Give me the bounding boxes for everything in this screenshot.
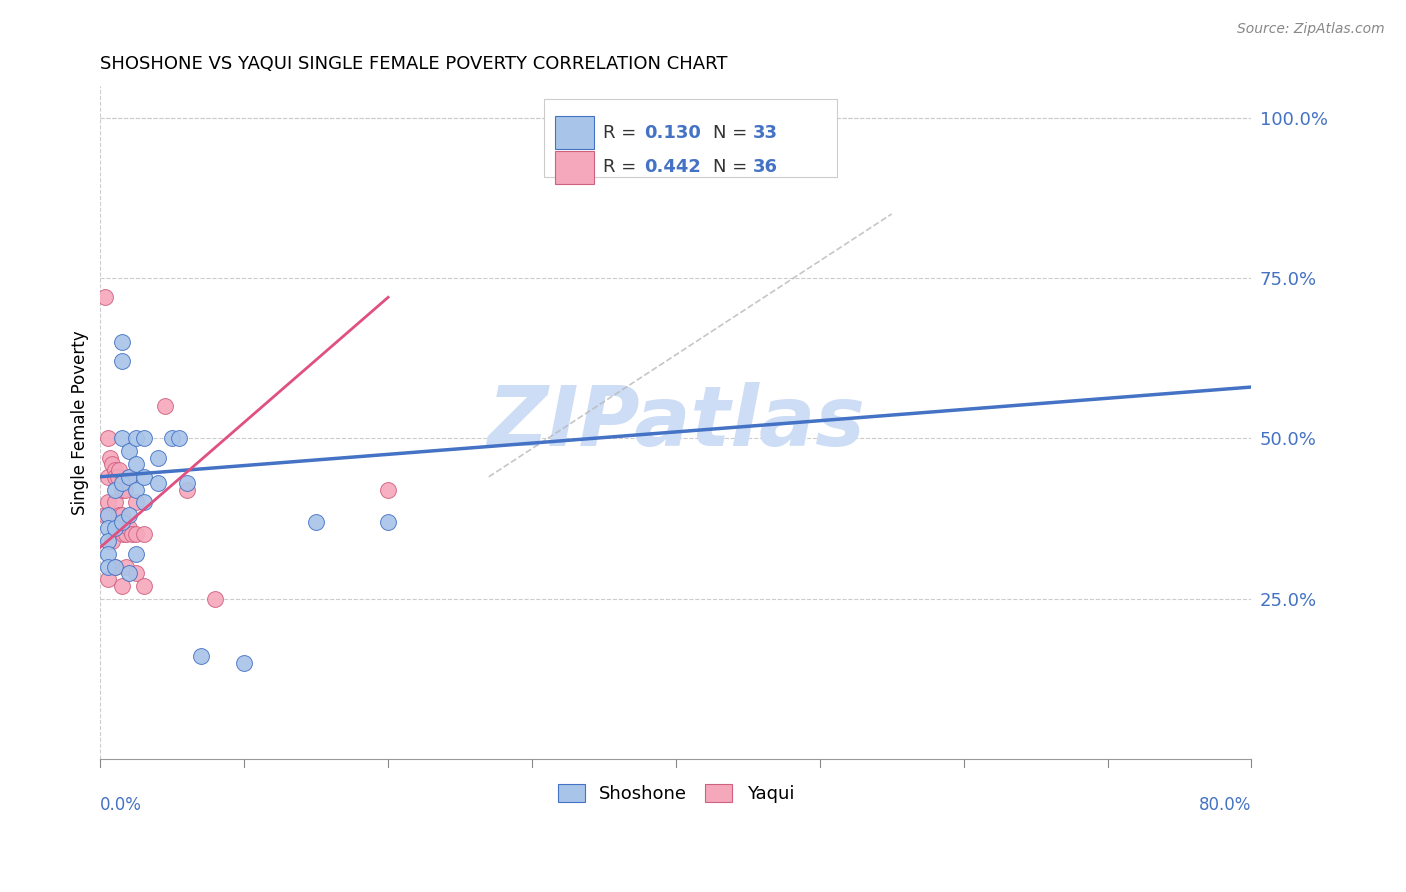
Point — [169, 431, 191, 445]
Y-axis label: Single Female Poverty: Single Female Poverty — [72, 330, 89, 515]
Point — [107, 515, 129, 529]
Point — [118, 508, 141, 523]
Point — [132, 470, 155, 484]
Point — [132, 495, 155, 509]
Point — [377, 483, 399, 497]
Point — [125, 457, 148, 471]
Text: Source: ZipAtlas.com: Source: ZipAtlas.com — [1237, 22, 1385, 37]
Text: 33: 33 — [754, 124, 778, 142]
FancyBboxPatch shape — [544, 99, 837, 177]
Point — [96, 533, 118, 548]
Legend: Shoshone, Yaqui: Shoshone, Yaqui — [550, 777, 801, 810]
Point — [118, 566, 141, 580]
Point — [118, 444, 141, 458]
Point — [96, 470, 118, 484]
Point — [111, 483, 134, 497]
Point — [121, 527, 143, 541]
Text: N =: N = — [713, 124, 752, 142]
Point — [104, 521, 127, 535]
Point — [118, 470, 141, 484]
Point — [125, 483, 148, 497]
Point — [176, 476, 198, 491]
Point — [93, 508, 115, 523]
Point — [125, 431, 148, 445]
Text: 0.130: 0.130 — [644, 124, 700, 142]
Point — [107, 470, 129, 484]
Point — [101, 533, 124, 548]
Point — [111, 354, 134, 368]
Point — [132, 431, 155, 445]
Point — [146, 476, 169, 491]
Point — [96, 495, 118, 509]
Point — [101, 457, 124, 471]
Point — [162, 431, 184, 445]
Point — [100, 450, 122, 465]
Point — [96, 521, 118, 535]
Point — [115, 527, 138, 541]
Point — [125, 495, 148, 509]
Point — [104, 463, 127, 477]
Point — [118, 470, 141, 484]
FancyBboxPatch shape — [555, 151, 595, 184]
Point — [93, 290, 115, 304]
Point — [176, 483, 198, 497]
Point — [108, 463, 131, 477]
Point — [190, 649, 212, 664]
Point — [132, 579, 155, 593]
Point — [233, 656, 256, 670]
Point — [111, 431, 134, 445]
Point — [125, 566, 148, 580]
Point — [114, 483, 136, 497]
Point — [96, 508, 118, 523]
Text: N =: N = — [713, 159, 752, 177]
Point — [96, 572, 118, 586]
Point — [104, 559, 127, 574]
Text: ZIPatlas: ZIPatlas — [486, 382, 865, 463]
Point — [115, 559, 138, 574]
Point — [111, 515, 134, 529]
Point — [132, 527, 155, 541]
Point — [125, 547, 148, 561]
Point — [377, 515, 399, 529]
Point — [96, 547, 118, 561]
Point — [146, 450, 169, 465]
Point — [104, 495, 127, 509]
Point — [96, 559, 118, 574]
Point — [104, 559, 127, 574]
Point — [111, 335, 134, 350]
Point — [111, 476, 134, 491]
Text: 0.0%: 0.0% — [100, 796, 142, 814]
Point — [104, 483, 127, 497]
Point — [111, 579, 134, 593]
Text: 36: 36 — [754, 159, 778, 177]
Text: R =: R = — [603, 124, 643, 142]
Point — [108, 508, 131, 523]
Point — [305, 515, 328, 529]
Text: 80.0%: 80.0% — [1199, 796, 1251, 814]
Text: 0.442: 0.442 — [644, 159, 700, 177]
Point — [104, 470, 127, 484]
FancyBboxPatch shape — [555, 116, 595, 149]
Point — [125, 527, 148, 541]
Point — [204, 591, 226, 606]
Point — [153, 399, 176, 413]
Point — [118, 521, 141, 535]
Point — [112, 527, 135, 541]
Point — [96, 431, 118, 445]
Point — [111, 508, 134, 523]
Text: SHOSHONE VS YAQUI SINGLE FEMALE POVERTY CORRELATION CHART: SHOSHONE VS YAQUI SINGLE FEMALE POVERTY … — [100, 55, 728, 73]
Text: R =: R = — [603, 159, 643, 177]
